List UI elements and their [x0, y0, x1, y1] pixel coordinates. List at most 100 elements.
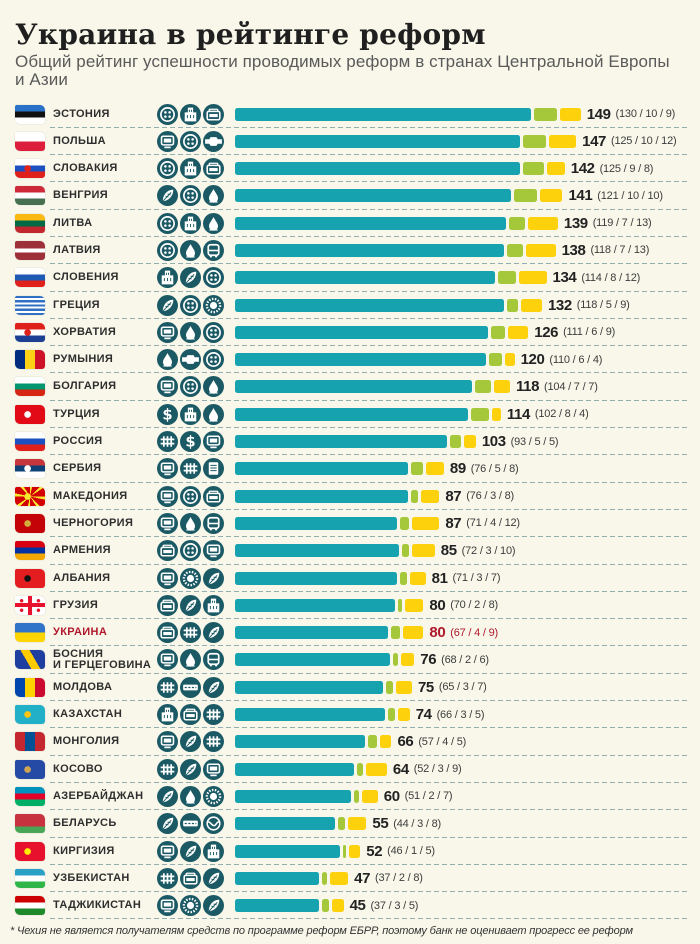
country-name: КАЗАХСТАН — [53, 708, 123, 721]
rail-icon — [157, 758, 178, 780]
bar-segment-teal — [235, 162, 520, 176]
bar-segment-teal — [235, 353, 486, 367]
row-divider — [50, 235, 690, 237]
country-row: БОЛГАРИЯ 118 (104 / 7 / 7) — [0, 373, 700, 401]
stacked-bar: 47 (37 / 2 / 8) — [235, 865, 423, 892]
stacked-bar: 87 (76 / 3 / 8) — [235, 483, 514, 510]
bar-segment-yellow — [411, 516, 440, 530]
score-breakdown-label: (125 / 9 / 8) — [599, 162, 654, 175]
row-divider — [50, 317, 690, 319]
total-score-label: 76 — [420, 651, 437, 669]
stacked-bar: 114 (102 / 8 / 4) — [235, 401, 589, 428]
drop-icon — [180, 785, 201, 807]
rail-icon — [180, 458, 201, 480]
score-breakdown-label: (102 / 8 / 4) — [534, 408, 589, 421]
bar-segment-teal — [235, 435, 448, 449]
building-icon — [157, 704, 178, 726]
total-score-label: 114 — [506, 405, 530, 423]
flag-icon — [15, 868, 45, 888]
row-divider — [50, 427, 690, 429]
monitor-icon — [157, 376, 178, 398]
sun-icon — [180, 567, 201, 589]
wheat-icon — [157, 294, 178, 316]
dots-icon — [180, 540, 201, 562]
flag-icon — [15, 268, 45, 288]
flag-icon — [15, 896, 45, 916]
bar-segment-yellow — [409, 571, 426, 585]
country-name: СЕРБИЯ — [53, 462, 102, 475]
bed-icon — [203, 158, 224, 180]
bar-segment-green — [354, 789, 359, 803]
country-row: СЕРБИЯ 89 (76 / 5 / 8) — [0, 455, 700, 483]
stacked-bar: 66 (57 / 4 / 5) — [235, 728, 466, 755]
bar-segment-green — [338, 817, 346, 831]
total-score-label: 80 — [429, 624, 446, 642]
row-divider — [50, 781, 690, 783]
row-divider — [50, 399, 690, 401]
reform-icons — [157, 321, 224, 343]
dots-icon — [180, 130, 201, 152]
monitor-icon — [157, 895, 178, 917]
bar-segment-green — [475, 380, 492, 394]
flag-icon — [15, 541, 45, 561]
bar-segment-teal — [235, 817, 336, 831]
wheat-icon — [203, 567, 224, 589]
bar-segment-green — [411, 489, 419, 503]
score-breakdown-label: (104 / 7 / 7) — [544, 380, 598, 393]
stacked-bar: 76 (68 / 2 / 6) — [235, 646, 489, 673]
bed-icon — [157, 594, 178, 616]
bar-segment-teal — [235, 544, 400, 558]
bar-segment-yellow — [546, 162, 565, 176]
total-score-label: 64 — [392, 760, 409, 778]
row-divider — [50, 126, 690, 128]
total-score-label: 74 — [415, 706, 432, 724]
drop-icon — [203, 403, 224, 425]
stacked-bar: 120 (110 / 6 / 4) — [235, 346, 602, 373]
country-row: МОЛДОВА 75 (65 / 3 / 7) — [0, 674, 700, 702]
stacked-bar: 141 (121 / 10 / 10) — [235, 182, 663, 209]
bus-icon — [203, 239, 224, 261]
total-score-label: 132 — [547, 296, 572, 314]
drop-icon — [180, 512, 201, 534]
reform-icons — [157, 567, 224, 589]
bar-segment-green — [399, 516, 409, 530]
bar-segment-teal — [235, 571, 397, 585]
country-row: ЭСТОНИЯ 149 (130 / 10 / 9) — [0, 101, 700, 128]
bar-segment-green — [507, 243, 523, 257]
drop-icon — [203, 376, 224, 398]
flag-icon — [15, 159, 45, 179]
chart-title: Украина в рейтинге реформ — [15, 18, 486, 51]
score-breakdown-label: (76 / 5 / 8) — [470, 462, 519, 475]
total-score-label: 141 — [568, 187, 593, 205]
country-name: ЧЕРНОГОРИЯ — [53, 516, 134, 529]
flag-icon — [15, 677, 45, 697]
score-breakdown-label: (52 / 3 / 9) — [413, 763, 462, 776]
flag-icon — [15, 732, 45, 752]
building-icon — [157, 267, 178, 289]
score-breakdown-label: (37 / 3 / 5) — [370, 899, 419, 912]
bar-segment-yellow — [494, 380, 511, 394]
stacked-bar: 85 (72 / 3 / 10) — [235, 537, 516, 564]
score-breakdown-label: (68 / 2 / 6) — [441, 653, 489, 666]
bar-segment-yellow — [521, 298, 542, 312]
monitor-icon — [203, 540, 224, 562]
country-row: БЕЛАРУСЬ 55 (44 / 3 / 8) — [0, 810, 700, 838]
row-divider — [50, 727, 690, 729]
score-breakdown-label: (57 / 4 / 5) — [418, 735, 467, 748]
dots-icon — [157, 239, 178, 261]
reform-icons — [157, 704, 224, 726]
row-divider — [50, 290, 690, 292]
stacked-bar: 118 (104 / 7 / 7) — [235, 373, 598, 400]
reform-icons — [157, 267, 224, 289]
bar-segment-green — [523, 134, 546, 148]
road-icon — [180, 676, 201, 698]
bar-segment-green — [388, 708, 396, 722]
reform-icons — [157, 676, 224, 698]
wheat-icon — [157, 785, 178, 807]
stacked-bar: 142 (125 / 9 / 8) — [235, 155, 653, 182]
rail-icon — [157, 676, 178, 698]
country-row: АЗЕРБАЙДЖАН 60 (51 / 2 / 7) — [0, 783, 700, 811]
flag-icon — [15, 814, 45, 834]
reform-icons — [157, 512, 224, 534]
bar-segment-teal — [235, 107, 532, 121]
